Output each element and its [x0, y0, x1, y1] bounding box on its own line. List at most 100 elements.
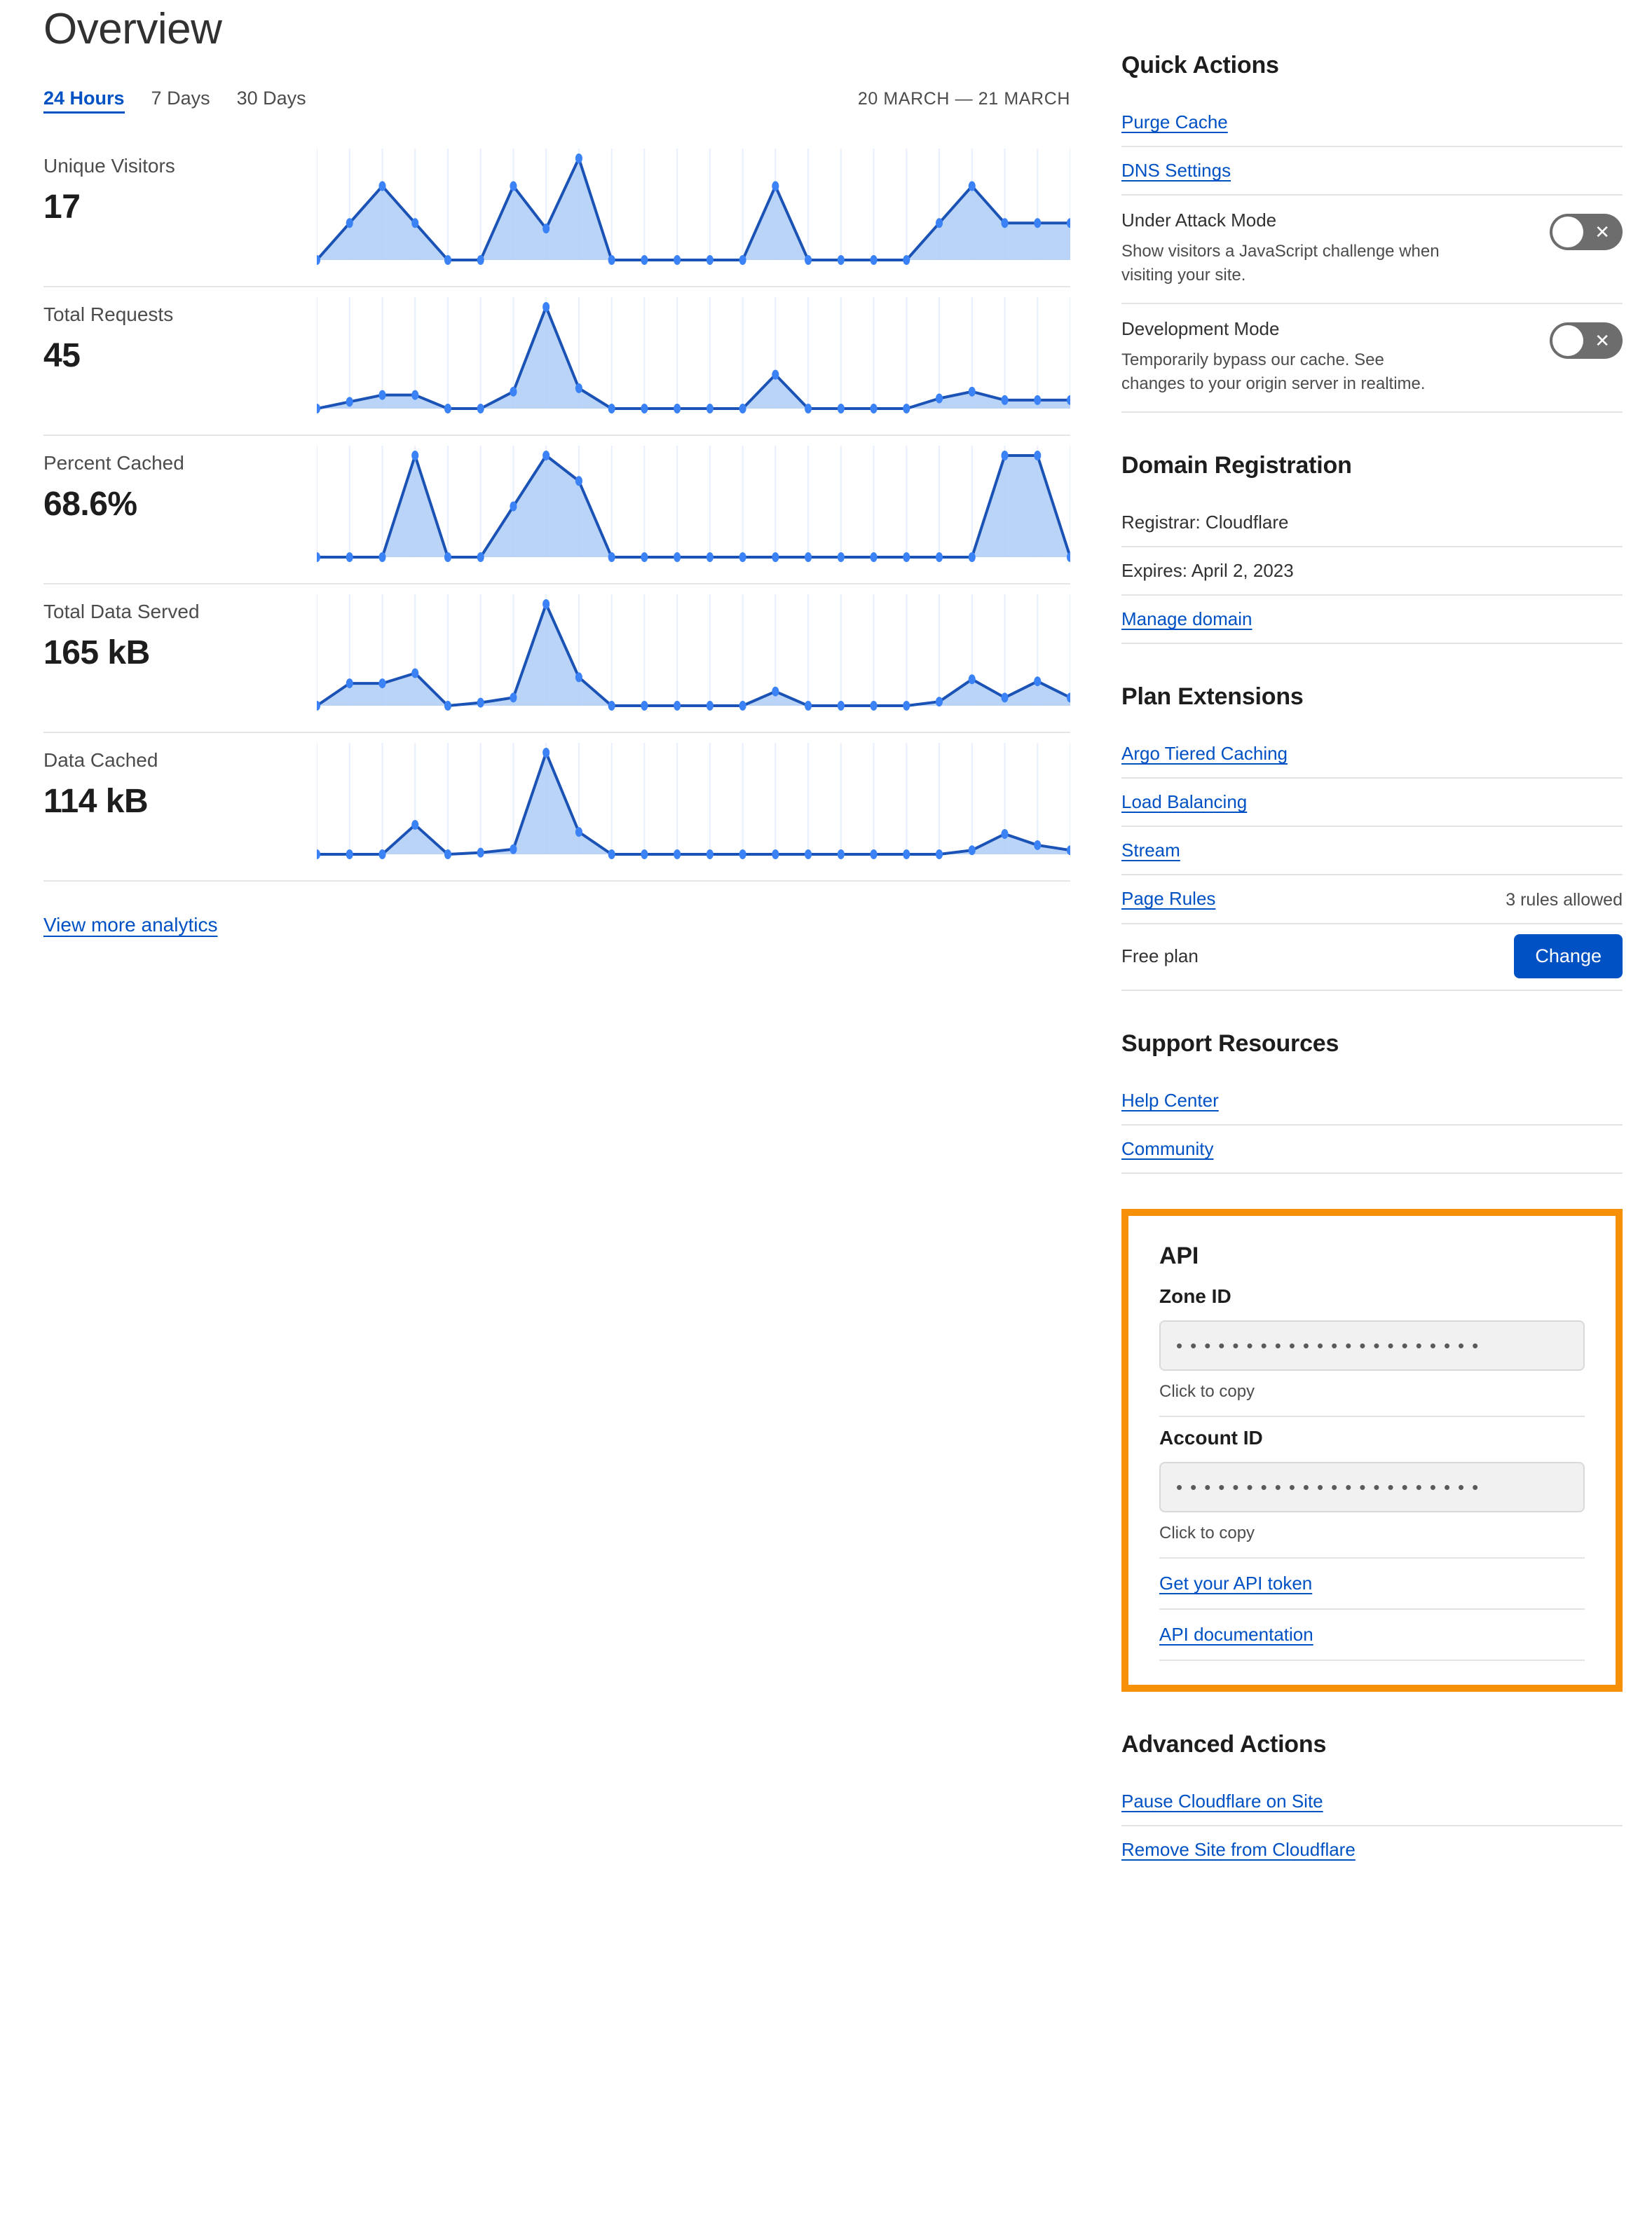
row-development-mode: Development Mode Temporarily bypass our …	[1121, 304, 1623, 413]
chart-data-point	[772, 369, 779, 380]
purge-cache-link[interactable]: Purge Cache	[1121, 111, 1228, 132]
toggle-knob	[1552, 217, 1583, 247]
chart-data-point	[805, 552, 812, 562]
tab-7-days[interactable]: 7 Days	[151, 88, 210, 109]
chart-data-point	[477, 847, 484, 858]
row-community[interactable]: Community	[1121, 1126, 1623, 1175]
metric-row-percent-cached: Percent Cached 68.6%	[43, 436, 1070, 584]
help-center-link[interactable]: Help Center	[1121, 1090, 1219, 1112]
chart-data-point	[1066, 845, 1070, 856]
chart-data-point	[936, 849, 943, 859]
under-attack-mode-toggle[interactable]: ✕	[1550, 214, 1623, 250]
chart-data-point	[1034, 840, 1042, 850]
sparkline-total-data-served[interactable]	[317, 584, 1070, 725]
chart-data-point	[1066, 218, 1070, 228]
chart-data-point	[477, 697, 484, 708]
row-purge-cache[interactable]: Purge Cache	[1121, 99, 1623, 147]
chart-data-point	[674, 849, 681, 859]
row-pause-cloudflare[interactable]: Pause Cloudflare on Site	[1121, 1778, 1623, 1827]
sparkline-svg	[317, 446, 1070, 562]
chart-data-point	[674, 404, 681, 413]
change-plan-button[interactable]: Change	[1514, 934, 1623, 979]
chart-data-point	[608, 404, 615, 413]
metric-list: Unique Visitors 17 Total Requests 45 Per…	[43, 139, 1070, 882]
zone-id-label: Zone ID	[1159, 1285, 1231, 1308]
chart-data-point	[346, 218, 353, 228]
development-mode-texts: Development Mode Temporarily bypass our …	[1121, 318, 1533, 396]
chart-data-point	[641, 849, 648, 859]
chart-data-point	[772, 686, 779, 697]
chart-data-point	[772, 849, 779, 859]
metric-value: 68.6%	[43, 485, 137, 523]
sparkline-data-cached[interactable]	[317, 733, 1070, 873]
tab-24-hours[interactable]: 24 Hours	[43, 88, 125, 114]
panel-plan-extensions: Plan Extensions Argo Tiered Caching Load…	[1121, 683, 1623, 992]
chart-data-point	[739, 849, 746, 859]
chart-data-point	[378, 181, 386, 191]
chart-data-point	[378, 390, 386, 400]
chart-data-point	[444, 404, 451, 413]
expires-value: Expires: April 2, 2023	[1121, 560, 1294, 582]
chart-data-point	[772, 552, 779, 562]
chart-data-point	[837, 255, 845, 265]
chart-data-point	[411, 218, 419, 228]
chart-data-point	[1001, 451, 1009, 460]
row-argo-tiered-caching[interactable]: Argo Tiered Caching	[1121, 730, 1623, 779]
chart-data-point	[968, 386, 976, 397]
row-dns-settings[interactable]: DNS Settings	[1121, 147, 1623, 196]
row-stream[interactable]: Stream	[1121, 827, 1623, 876]
chart-data-point	[317, 255, 321, 265]
development-mode-title: Development Mode	[1121, 318, 1280, 340]
metric-info: Total Data Served 165 kB	[43, 584, 317, 672]
chart-data-point	[1034, 451, 1042, 460]
chart-data-point	[510, 386, 517, 397]
row-get-api-token[interactable]: Get your API token	[1159, 1559, 1585, 1610]
chart-data-point	[1001, 395, 1009, 405]
chart-data-point	[968, 845, 976, 856]
row-load-balancing[interactable]: Load Balancing	[1121, 779, 1623, 828]
metric-info: Unique Visitors 17	[43, 139, 317, 226]
panel-api: API Zone ID •••••••••••••••••••••• Click…	[1121, 1209, 1623, 1692]
remove-site-link[interactable]: Remove Site from Cloudflare	[1121, 1839, 1356, 1861]
sparkline-unique-visitors[interactable]	[317, 139, 1070, 279]
chart-data-point	[444, 701, 451, 711]
page-rules-link[interactable]: Page Rules	[1121, 888, 1216, 910]
view-more-analytics-link[interactable]: View more analytics	[43, 914, 218, 936]
chart-data-point	[739, 404, 746, 413]
metric-info: Total Requests 45	[43, 287, 317, 375]
load-balancing-link[interactable]: Load Balancing	[1121, 791, 1248, 813]
sparkline-total-requests[interactable]	[317, 287, 1070, 427]
row-help-center[interactable]: Help Center	[1121, 1077, 1623, 1126]
row-manage-domain[interactable]: Manage domain	[1121, 596, 1623, 645]
page-title: Overview	[43, 5, 222, 53]
row-page-rules[interactable]: Page Rules 3 rules allowed	[1121, 875, 1623, 925]
zone-id-field[interactable]: ••••••••••••••••••••••	[1159, 1320, 1585, 1372]
api-documentation-link[interactable]: API documentation	[1159, 1624, 1313, 1646]
row-remove-site[interactable]: Remove Site from Cloudflare	[1121, 1826, 1623, 1873]
sparkline-percent-cached[interactable]	[317, 436, 1070, 576]
date-range-label: 20 MARCH — 21 MARCH	[857, 89, 1070, 109]
chart-data-point	[936, 697, 943, 707]
dns-settings-link[interactable]: DNS Settings	[1121, 160, 1231, 181]
timeframe-tabs: 24 Hours 7 Days 30 Days 20 MARCH — 21 MA…	[43, 88, 1070, 114]
chart-data-point	[510, 501, 517, 512]
get-api-token-link[interactable]: Get your API token	[1159, 1573, 1313, 1594]
account-id-field[interactable]: ••••••••••••••••••••••	[1159, 1462, 1585, 1513]
close-icon: ✕	[1595, 221, 1610, 242]
community-link[interactable]: Community	[1121, 1138, 1214, 1160]
stream-link[interactable]: Stream	[1121, 840, 1180, 861]
metric-value: 165 kB	[43, 634, 150, 671]
development-mode-toggle[interactable]: ✕	[1550, 322, 1623, 360]
chart-data-point	[706, 255, 714, 265]
tab-30-days[interactable]: 30 Days	[236, 88, 306, 109]
argo-tiered-caching-link[interactable]: Argo Tiered Caching	[1121, 743, 1288, 765]
metric-value: 17	[43, 188, 81, 226]
row-api-documentation[interactable]: API documentation	[1159, 1610, 1585, 1662]
pause-cloudflare-link[interactable]: Pause Cloudflare on Site	[1121, 1791, 1323, 1812]
chart-data-point	[575, 476, 582, 486]
manage-domain-link[interactable]: Manage domain	[1121, 608, 1252, 630]
chart-data-point	[674, 552, 681, 562]
chart-data-point	[674, 701, 681, 711]
under-attack-mode-title: Under Attack Mode	[1121, 210, 1277, 231]
sparkline-svg	[317, 594, 1070, 711]
